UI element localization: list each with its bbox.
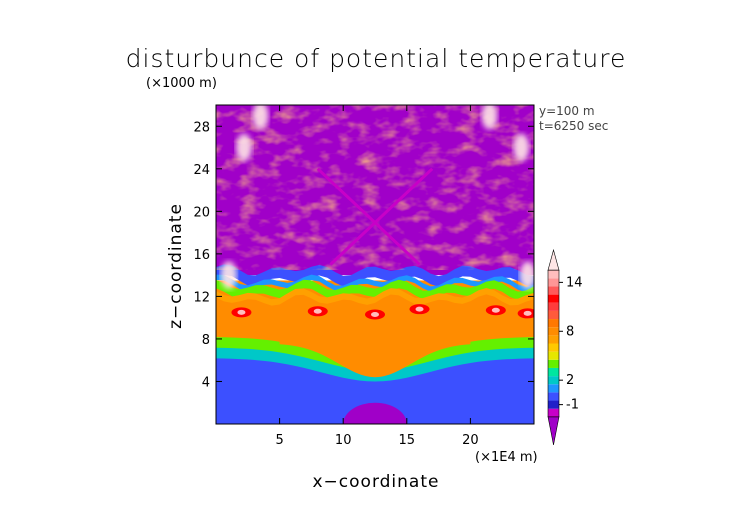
warm-plume [279, 338, 471, 378]
colorbar-frame [547, 269, 560, 418]
warm-core-1 [313, 308, 322, 314]
lower-transition-band-1 [216, 347, 534, 382]
warm-core-4 [491, 307, 500, 313]
pale-streak-3 [519, 261, 534, 290]
warm-core-0 [237, 309, 246, 315]
colorbar-swatch [548, 335, 559, 344]
colorbar-swatch [548, 400, 559, 409]
x-unit-label: (×1E4 m) [475, 450, 538, 465]
y-tick-label: 8 [202, 333, 210, 348]
colorbar-swatch [548, 319, 559, 328]
wave-texture [216, 105, 534, 270]
z-unit-label: (×1000 m) [146, 76, 217, 91]
colorbar-swatch [548, 351, 559, 360]
wave-ray-0 [316, 167, 421, 266]
y-tick-label: 20 [193, 205, 210, 220]
temperature-field [216, 105, 534, 424]
pale-streak-5 [481, 105, 498, 130]
pale-streak-4 [252, 105, 269, 130]
warm-core-2 [371, 311, 379, 317]
warm-core-5 [523, 310, 532, 316]
x-tick-label: 5 [275, 433, 283, 448]
plot-frame [215, 104, 535, 425]
x-axis-label: x−coordinate [312, 472, 440, 492]
y-tick-label: 28 [193, 120, 210, 135]
warm-core-3 [415, 306, 424, 312]
cold-bubble [343, 402, 407, 424]
upper-transition-band-0 [216, 264, 534, 287]
colorbar-tick-label: 2 [566, 373, 574, 388]
colorbar-swatch [548, 408, 559, 417]
colorbar-tick-label: 14 [566, 275, 583, 290]
y-tick-label: 12 [193, 290, 210, 305]
x-tick-label: 15 [399, 433, 416, 448]
pale-streak-2 [220, 261, 237, 290]
chart-title: disturbunce of potential temperature [125, 44, 627, 73]
colorbar-tick-label: 8 [566, 324, 574, 339]
x-tick-label: 20 [462, 433, 479, 448]
lower-transition-band-0 [216, 337, 534, 376]
plot-axes: 5 10 15 20 4 8 12 16 20 24 28 [193, 104, 535, 448]
colorbar: -1 2 8 14 [547, 248, 583, 446]
x-tick-label: 10 [335, 433, 352, 448]
colorbar-swatch [548, 294, 559, 303]
time-annotation: t=6250 sec [539, 119, 609, 133]
y-tick-label: 16 [193, 248, 210, 263]
colorbar-swatch [548, 302, 559, 311]
pale-streak-0 [235, 133, 252, 162]
upper-transition-band-3 [216, 288, 534, 306]
y-position-annotation: y=100 m [539, 104, 595, 118]
colorbar-swatch [548, 310, 559, 320]
colorbar-tick-label: -1 [566, 398, 579, 413]
colorbar-swatch [548, 286, 559, 295]
pale-streak-1 [513, 133, 530, 162]
wave-ray-1 [329, 167, 434, 266]
colorbar-swatch [548, 278, 559, 287]
colorbar-swatch [548, 392, 559, 401]
upper-transition-band-1 [216, 274, 534, 293]
colorbar-swatch [548, 367, 559, 377]
colorbar-swatch [548, 384, 559, 393]
colorbar-swatch [548, 376, 559, 385]
colorbar-swatch [548, 343, 559, 352]
colorbar-swatch [548, 327, 559, 336]
y-tick-label: 4 [202, 375, 210, 390]
colorbar-top-arrow [547, 248, 560, 271]
colorbar-bottom-arrow [547, 416, 560, 446]
upper-transition-band-2 [216, 279, 534, 301]
colorbar-swatch [548, 359, 559, 368]
colorbar-swatch [548, 270, 559, 279]
y-tick-label: 24 [193, 163, 210, 178]
